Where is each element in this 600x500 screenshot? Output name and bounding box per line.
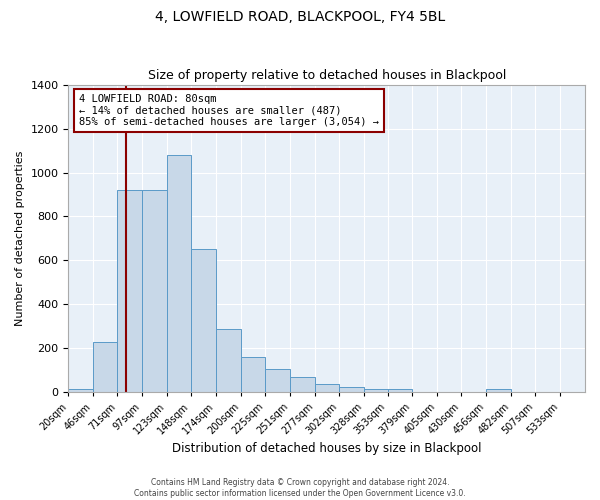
Bar — [486, 389, 511, 392]
Bar — [94, 342, 117, 392]
Bar — [364, 388, 388, 392]
Bar — [241, 357, 265, 392]
Bar — [167, 155, 191, 392]
Bar — [388, 388, 412, 392]
Bar — [117, 190, 142, 392]
Bar — [191, 250, 216, 392]
Bar — [290, 377, 315, 392]
X-axis label: Distribution of detached houses by size in Blackpool: Distribution of detached houses by size … — [172, 442, 481, 455]
Bar — [265, 370, 290, 392]
Bar — [142, 190, 167, 392]
Title: Size of property relative to detached houses in Blackpool: Size of property relative to detached ho… — [148, 69, 506, 82]
Y-axis label: Number of detached properties: Number of detached properties — [15, 151, 25, 326]
Text: Contains HM Land Registry data © Crown copyright and database right 2024.
Contai: Contains HM Land Registry data © Crown c… — [134, 478, 466, 498]
Text: 4 LOWFIELD ROAD: 80sqm
← 14% of detached houses are smaller (487)
85% of semi-de: 4 LOWFIELD ROAD: 80sqm ← 14% of detached… — [79, 94, 379, 127]
Bar — [68, 389, 94, 392]
Bar — [338, 387, 364, 392]
Text: 4, LOWFIELD ROAD, BLACKPOOL, FY4 5BL: 4, LOWFIELD ROAD, BLACKPOOL, FY4 5BL — [155, 10, 445, 24]
Bar — [216, 328, 241, 392]
Bar — [315, 384, 338, 392]
